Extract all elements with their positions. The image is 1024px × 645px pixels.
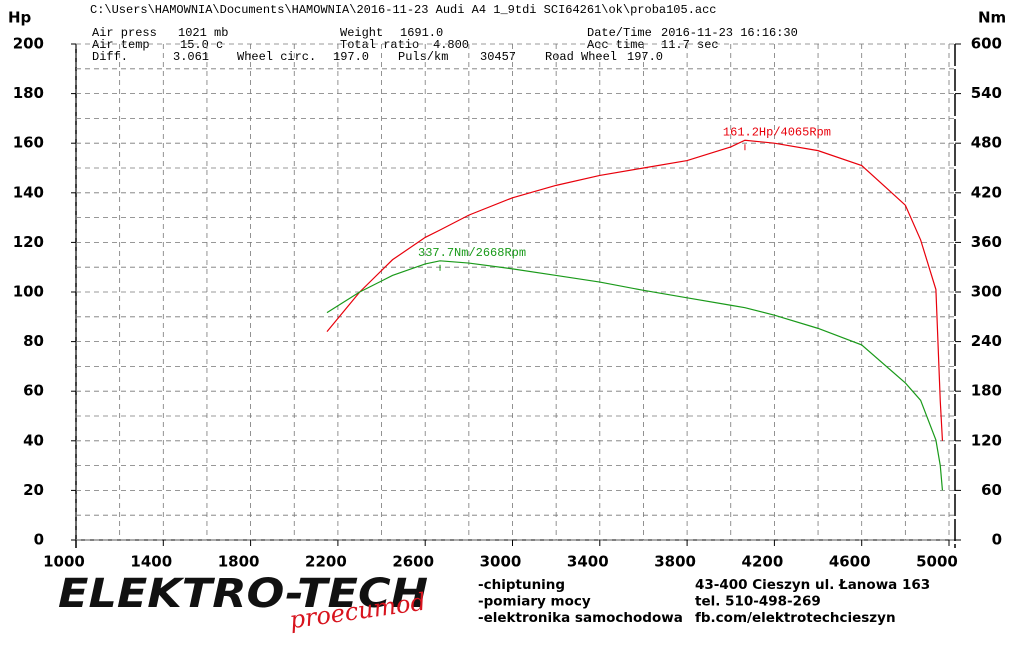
y-tick-label: 0	[34, 531, 44, 549]
x-tick-label: 3800	[654, 553, 696, 571]
x-tick-label: 3400	[567, 553, 609, 571]
info-value: 3.061	[173, 50, 209, 64]
x-tick-label: 5000	[916, 553, 958, 571]
y2-tick-label: 0	[992, 531, 1002, 549]
x-tick-label: 1800	[218, 553, 260, 571]
info-label: Date/Time	[587, 26, 652, 40]
x-tick-label: 3000	[480, 553, 522, 571]
contact: 43-400 Cieszyn ul. Łanowa 163	[695, 577, 930, 593]
y-tick-label: 80	[23, 332, 44, 350]
y2-axis-title: Nm	[978, 9, 1006, 27]
info-value: 1691.0	[400, 26, 443, 40]
y2-tick-label: 360	[971, 233, 1002, 251]
info-label: Weight	[340, 26, 383, 40]
y2-tick-label: 480	[971, 134, 1002, 152]
file-path: C:\Users\HAMOWNIA\Documents\HAMOWNIA\201…	[90, 3, 717, 17]
y-axis-title: Hp	[8, 9, 32, 27]
service: -chiptuning	[478, 577, 565, 593]
contact: tel. 510-498-269	[695, 594, 821, 610]
logo: ELEKTRO-TECH	[58, 571, 428, 617]
x-tick-label: 1000	[43, 553, 85, 571]
peak-label: 337.7Nm/2668Rpm	[418, 246, 526, 260]
peak-label: 161.2Hp/4065Rpm	[723, 125, 831, 139]
info-value: 30457	[480, 50, 516, 64]
x-tick-label: 2600	[392, 553, 434, 571]
y-tick-label: 180	[13, 84, 44, 102]
x-tick-label: 2200	[305, 553, 347, 571]
info-label: Diff.	[92, 50, 128, 64]
info-label: Air press	[92, 26, 157, 40]
info-value: 1021 mb	[178, 26, 228, 40]
y-tick-label: 140	[13, 183, 44, 201]
y2-tick-label: 420	[971, 183, 1002, 201]
info-label: Air temp	[92, 38, 150, 52]
y-tick-label: 60	[23, 382, 44, 400]
y2-tick-label: 180	[971, 382, 1002, 400]
info-value: 197.0	[333, 50, 369, 64]
x-tick-label: 4200	[742, 553, 784, 571]
y-tick-label: 200	[13, 35, 44, 53]
y2-tick-label: 300	[971, 283, 1002, 301]
y-tick-label: 100	[13, 283, 44, 301]
info-value: 2016-11-23 16:16:30	[661, 26, 798, 40]
x-tick-label: 4600	[829, 553, 871, 571]
service: -elektronika samochodowa	[478, 610, 683, 626]
y2-tick-label: 600	[971, 35, 1002, 53]
y-tick-label: 20	[23, 481, 44, 499]
info-label: Road Wheel	[545, 50, 617, 64]
info-value: 15.0 c	[180, 38, 223, 52]
info-label: Acc time	[587, 38, 645, 52]
info-value: 197.0	[627, 50, 663, 64]
contact: fb.com/elektrotechcieszyn	[695, 610, 896, 626]
info-value: 11.7 sec	[661, 38, 719, 52]
y2-tick-label: 120	[971, 431, 1002, 449]
y-tick-label: 160	[13, 134, 44, 152]
info-value: 4.800	[433, 38, 469, 52]
line-series	[326, 260, 944, 491]
y-tick-label: 40	[23, 431, 44, 449]
info-label: Wheel circ.	[237, 50, 316, 64]
x-tick-label: 1400	[130, 553, 172, 571]
info-label: Puls/km	[398, 50, 448, 64]
y2-tick-label: 540	[971, 84, 1002, 102]
info-label: Total ratio	[340, 38, 419, 52]
y2-tick-label: 240	[971, 332, 1002, 350]
service: -pomiary mocy	[478, 594, 591, 610]
line-series	[326, 139, 944, 441]
y2-tick-label: 60	[981, 481, 1002, 499]
y-tick-label: 120	[13, 233, 44, 251]
